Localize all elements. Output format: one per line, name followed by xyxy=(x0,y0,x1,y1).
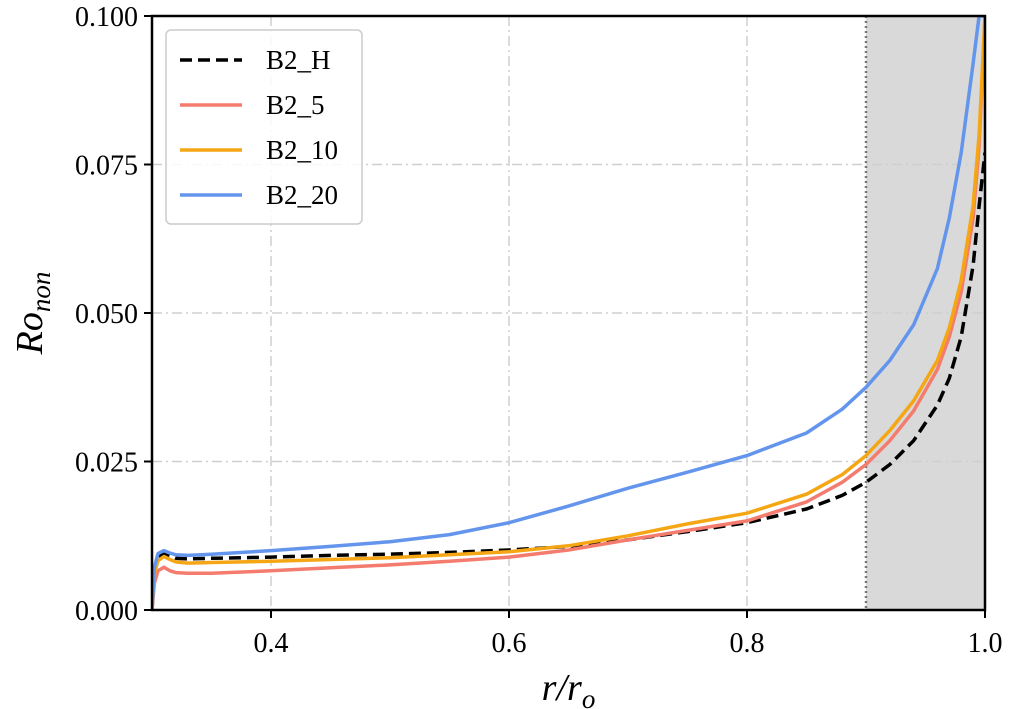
y-tick-label: 0.100 xyxy=(75,2,138,33)
series-line-b2-20 xyxy=(152,16,985,610)
series-line-b2-10 xyxy=(152,16,985,610)
y-tick-label: 0.025 xyxy=(75,448,138,479)
x-tick-label: 0.6 xyxy=(492,628,527,659)
series-line-b2-h xyxy=(152,152,985,610)
legend-label: B2_H xyxy=(266,45,331,75)
x-tick-label: 0.4 xyxy=(254,628,289,659)
x-axis-label: r/ro xyxy=(542,667,596,709)
legend-label: B2_5 xyxy=(266,90,325,120)
legend-label: B2_10 xyxy=(266,135,338,165)
y-tick-label: 0.050 xyxy=(75,299,138,330)
legend-label: B2_20 xyxy=(266,180,338,210)
legend-box xyxy=(165,29,363,225)
y-tick-label: 0.000 xyxy=(75,596,138,627)
y-axis-label: Ronon xyxy=(9,272,56,356)
x-tick-label: 0.8 xyxy=(730,628,765,659)
series-line-b2-5 xyxy=(152,16,985,610)
y-tick-label: 0.075 xyxy=(75,151,138,182)
x-tick-label: 1.0 xyxy=(968,628,1003,659)
